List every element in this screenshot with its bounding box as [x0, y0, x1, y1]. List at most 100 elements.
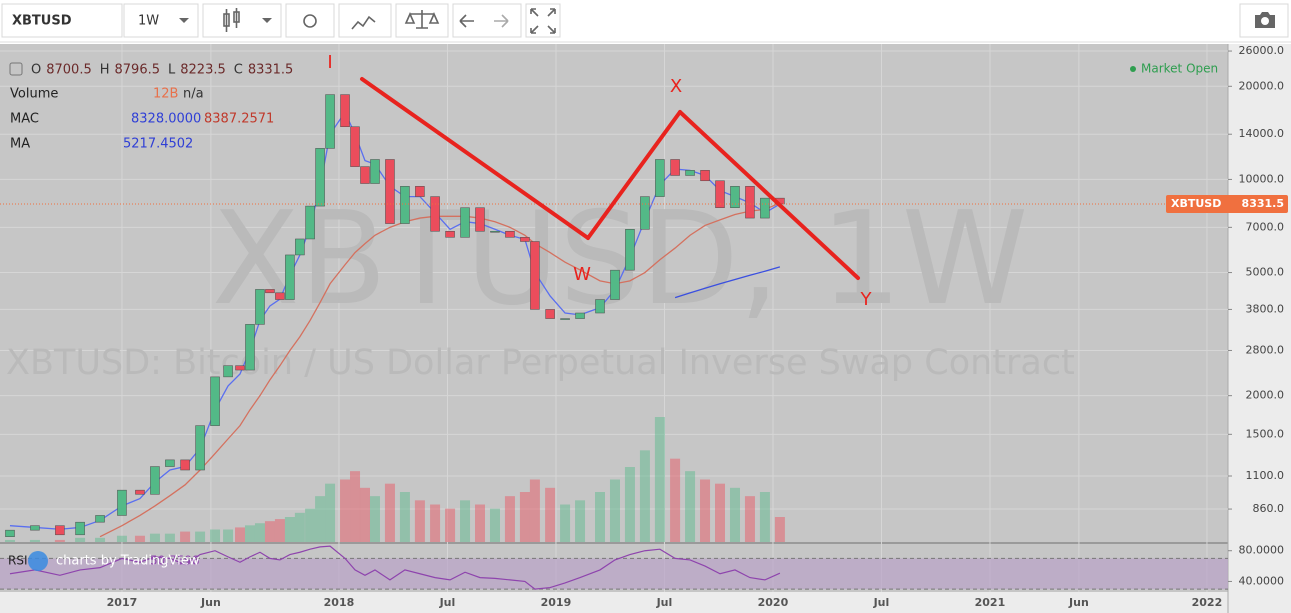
- redo-icon[interactable]: [494, 14, 509, 28]
- y-tick-label: 3800.0: [1246, 302, 1285, 315]
- candle-body: [265, 289, 275, 294]
- candle-body: [360, 166, 370, 184]
- indicators-button[interactable]: [338, 3, 392, 38]
- time-axis-background: [0, 592, 1228, 613]
- volume-bar: [180, 531, 191, 542]
- x-tick-label: 2021: [975, 596, 1006, 609]
- candle-body: [340, 94, 350, 128]
- candle-body: [505, 230, 515, 238]
- volume-bar: [519, 492, 530, 542]
- settings-icon[interactable]: [303, 14, 317, 28]
- indicator-value: n/a: [183, 87, 204, 102]
- rsi-tick-label: 40.0000: [1239, 574, 1285, 587]
- x-tick-label: Jun: [1068, 596, 1089, 609]
- candle-body: [55, 525, 65, 536]
- volume-bar: [294, 512, 305, 542]
- x-tick-label: Jul: [656, 596, 673, 609]
- legend-toggle: [9, 62, 23, 76]
- dropdown-icon[interactable]: [179, 18, 189, 23]
- interval-box[interactable]: [123, 3, 199, 38]
- candle-body: [195, 425, 205, 471]
- volume-bar: [504, 496, 515, 542]
- indicator-name: MA: [10, 137, 30, 152]
- wave-label: I: [327, 52, 332, 73]
- rsi-line: [9, 545, 781, 590]
- volume-bar: [430, 504, 441, 542]
- interval[interactable]: 1W: [138, 14, 159, 29]
- moving-average: [674, 266, 781, 299]
- y-tick-label: 7000.0: [1246, 220, 1285, 233]
- volume-bar: [359, 487, 370, 542]
- chart-style-button[interactable]: [202, 3, 282, 38]
- undo-icon[interactable]: [459, 14, 474, 28]
- volume-bar: [223, 529, 234, 542]
- volume-bar: [700, 479, 711, 542]
- volume-bar: [315, 496, 326, 542]
- ohlc-value: 8223.5: [180, 63, 226, 78]
- legend: O 8700.5 H 8796.5 L 8223.5 C 8331.5 Volume 12B n/a…: [9, 62, 293, 152]
- volume-bar: [244, 525, 255, 542]
- compare-icon[interactable]: [404, 10, 440, 29]
- rsi-tick-label: 80.0000: [1239, 544, 1285, 557]
- volume-bar: [624, 467, 635, 542]
- y-tick-label: 14000.0: [1239, 127, 1285, 140]
- volume-bar: [384, 483, 395, 542]
- indicator-value: 12B: [153, 87, 178, 102]
- camera-lens[interactable]: [1261, 17, 1269, 25]
- volume-bar: [475, 504, 486, 542]
- dropdown-icon[interactable]: [262, 18, 272, 23]
- candle-body: [430, 196, 440, 232]
- candle-body: [75, 521, 85, 536]
- y-tick-label: 26000.0: [1239, 44, 1285, 57]
- last-price-value: 8331.5: [1242, 197, 1284, 210]
- volume-bar: [715, 483, 726, 542]
- volume-bar: [369, 496, 380, 542]
- indicators-icon[interactable]: [351, 15, 376, 30]
- last-price-box: [1166, 194, 1288, 213]
- price-axis-background: [1228, 44, 1291, 613]
- x-tick-label: 2019: [541, 596, 572, 609]
- last-price-symbol: XBTUSD: [1171, 197, 1221, 210]
- volume-bar: [744, 496, 755, 542]
- candle-body: [490, 230, 500, 233]
- candle-body: [275, 292, 285, 300]
- y-tick-label: 2800.0: [1246, 343, 1285, 356]
- volume-bar: [4, 539, 15, 542]
- candle-body: [285, 254, 295, 300]
- grid: [0, 44, 1228, 592]
- candle-body: [545, 309, 555, 319]
- indicator-value: 8387.2571: [204, 112, 274, 127]
- fullscreen-icon[interactable]: [530, 8, 556, 34]
- volume-bar: [529, 479, 540, 542]
- ohlc-label: C: [234, 63, 243, 78]
- volume-bar: [195, 531, 206, 542]
- x-tick-label: 2020: [758, 596, 789, 609]
- symbol[interactable]: XBTUSD: [12, 14, 72, 29]
- candle-body: [350, 126, 360, 167]
- y-tick-label: 1500.0: [1246, 427, 1285, 440]
- status-dot: [1130, 66, 1136, 72]
- undo-redo[interactable]: [452, 3, 522, 38]
- ohlc-value: 8796.5: [115, 63, 161, 78]
- volume-bar: [116, 535, 127, 542]
- plot-background: [0, 44, 1228, 592]
- axes: 2017 Jun 2018 Jul 2019 Jul 2020 Jul 2021 Jun 2022 2…: [0, 44, 1288, 609]
- settings-button[interactable]: [285, 3, 335, 38]
- indicator-name: MAC: [10, 112, 39, 127]
- volume-bar: [75, 537, 86, 542]
- symbol-box[interactable]: [1, 3, 123, 38]
- candle-body: [117, 489, 127, 516]
- watermark-description: XBTUSD: Bitcoin / US Dollar Perpetual In…: [6, 343, 1075, 383]
- candle-body: [245, 324, 255, 371]
- candle-icon[interactable]: [223, 8, 240, 32]
- candle-body: [475, 207, 485, 232]
- wave-label: X: [670, 76, 682, 97]
- volume-bar: [95, 537, 106, 542]
- volume-bar: [489, 508, 500, 542]
- volume-bar: [654, 417, 665, 542]
- candle-body: [295, 238, 305, 256]
- candle-body: [135, 489, 145, 495]
- candle-body: [685, 170, 695, 176]
- candle-body: [255, 289, 265, 325]
